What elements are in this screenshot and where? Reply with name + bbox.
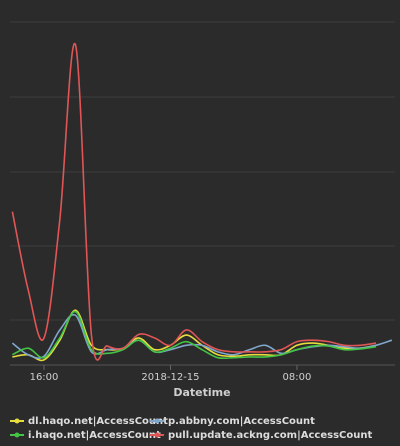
- legend-label: pull.update.ackng.com|AccessCount: [168, 430, 372, 441]
- legend-label: p.abbny.com|AccessCount: [168, 416, 315, 427]
- x-axis-title: Datetime: [173, 386, 230, 399]
- legend-marker: [154, 418, 160, 424]
- x-tick-label: 16:00: [30, 372, 59, 383]
- series-line: [12, 310, 377, 360]
- legend-marker: [14, 418, 20, 424]
- legend-marker: [154, 432, 160, 438]
- legend-marker: [14, 432, 20, 438]
- x-tick-label: 2018-12-15: [141, 372, 199, 383]
- legend-label: dl.haqo.net|AccessCount: [28, 416, 168, 427]
- series-line: [12, 309, 377, 362]
- x-tick-label: 08:00: [283, 372, 312, 383]
- series-line: [11, 42, 377, 361]
- legend-label: i.haqo.net|AccessCount: [28, 430, 161, 441]
